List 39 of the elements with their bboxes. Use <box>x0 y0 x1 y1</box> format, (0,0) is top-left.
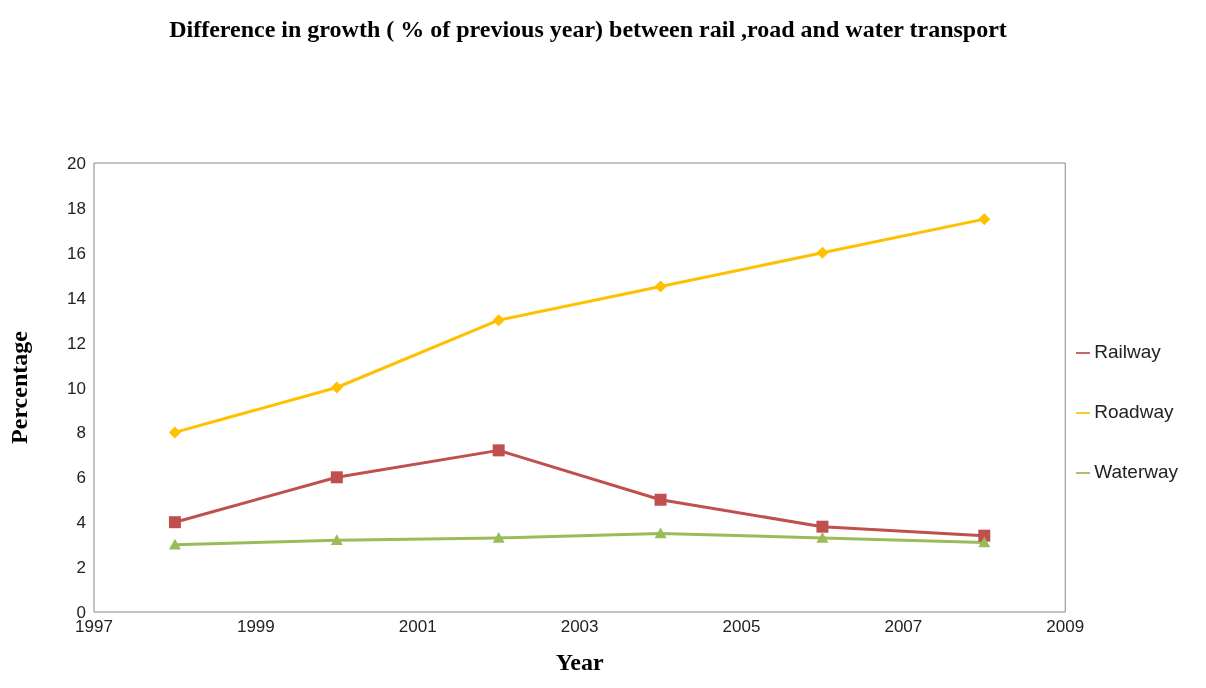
x-tick-label: 2001 <box>398 617 437 637</box>
y-tick-label: 10 <box>67 378 86 398</box>
y-tick-label: 16 <box>67 243 86 263</box>
x-tick-label: 1999 <box>236 617 275 637</box>
x-tick-label: 2007 <box>884 617 923 637</box>
chart-title: Difference in growth ( % of previous year) between rail ,road and water transport <box>168 15 1008 44</box>
x-tick-label: 2005 <box>722 617 761 637</box>
point <box>816 246 829 259</box>
x-tick-label: 2003 <box>560 617 599 637</box>
y-tick-label: 2 <box>76 558 86 578</box>
y-tick-label: 4 <box>76 513 86 533</box>
point <box>492 444 505 457</box>
y-tick-label: 6 <box>76 468 86 488</box>
point <box>492 531 505 543</box>
y-tick-label: 14 <box>67 288 86 308</box>
point <box>654 280 667 293</box>
point <box>330 534 343 545</box>
point <box>330 381 343 394</box>
point <box>168 538 181 550</box>
point <box>978 536 991 548</box>
x-axis-title: Year <box>555 649 604 675</box>
legend-label: Railway <box>1094 341 1161 362</box>
point <box>168 426 181 439</box>
y-tick-label: 12 <box>67 333 86 353</box>
y-tick-label: 8 <box>76 423 86 443</box>
point <box>330 471 343 484</box>
x-tick-label: 2009 <box>1046 617 1085 637</box>
point <box>168 516 181 529</box>
legend-label: Roadway <box>1094 401 1174 422</box>
y-tick-label: 20 <box>67 154 86 174</box>
point <box>492 314 505 327</box>
point <box>978 213 991 226</box>
point <box>654 493 667 506</box>
y-axis-title: Percentage <box>5 330 32 444</box>
point <box>816 520 829 533</box>
legend-label: Waterway <box>1094 461 1178 482</box>
point <box>654 527 667 539</box>
y-tick-label: 18 <box>67 198 86 218</box>
point <box>816 531 829 543</box>
